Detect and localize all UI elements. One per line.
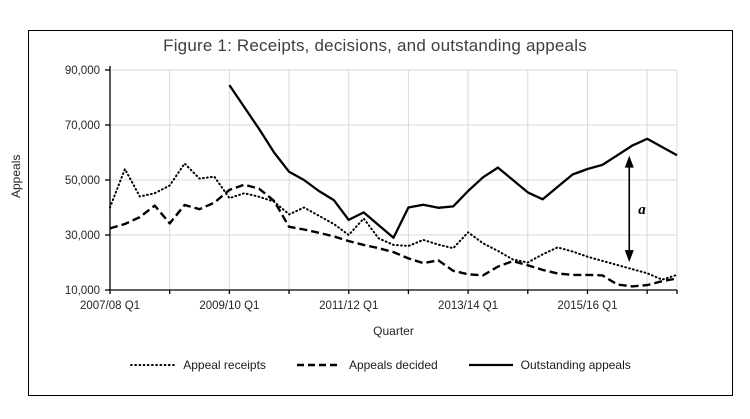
y-tick-label: 30,000 xyxy=(65,230,100,242)
series-line-outstanding-appeals xyxy=(228,84,678,239)
series-line-appeals-decided xyxy=(109,183,678,288)
legend-item-outstanding-appeals: Outstanding appeals xyxy=(468,358,631,372)
dotted-line-swatch xyxy=(130,364,177,366)
legend: Appeal receipts Appeals decided Outstand… xyxy=(28,358,733,372)
chart-title: Figure 1: Receipts, decisions, and outst… xyxy=(163,36,587,55)
x-tick-label: 2009/10 Q1 xyxy=(199,300,259,312)
x-axis-title: Quarter xyxy=(373,324,414,338)
annotation-arrowhead-up xyxy=(624,155,634,168)
annotation-arrowhead-down xyxy=(624,250,634,263)
legend-item-appeal-receipts: Appeal receipts xyxy=(130,358,266,372)
annotation-label: a xyxy=(638,202,646,218)
x-tick-label: 2007/08 Q1 xyxy=(80,300,140,312)
legend-label: Appeals decided xyxy=(348,358,438,372)
legend-label: Outstanding appeals xyxy=(520,358,631,372)
y-tick-label: 50,000 xyxy=(65,175,100,187)
legend-item-appeals-decided: Appeals decided xyxy=(296,358,438,372)
legend-label: Appeal receipts xyxy=(183,358,266,372)
x-tick-label: 2015/16 Q1 xyxy=(557,300,617,312)
solid-line-swatch xyxy=(468,363,513,367)
y-tick-label: 10,000 xyxy=(65,285,100,297)
y-tick-label: 70,000 xyxy=(65,120,100,132)
x-tick-label: 2013/14 Q1 xyxy=(438,300,498,312)
x-tick-label: 2011/12 Q1 xyxy=(319,300,378,312)
y-tick-label: 90,000 xyxy=(65,65,100,77)
y-axis-title: Appeals xyxy=(9,154,23,198)
dashed-line-swatch xyxy=(296,363,341,367)
series-line-appeal-receipts xyxy=(109,162,678,281)
